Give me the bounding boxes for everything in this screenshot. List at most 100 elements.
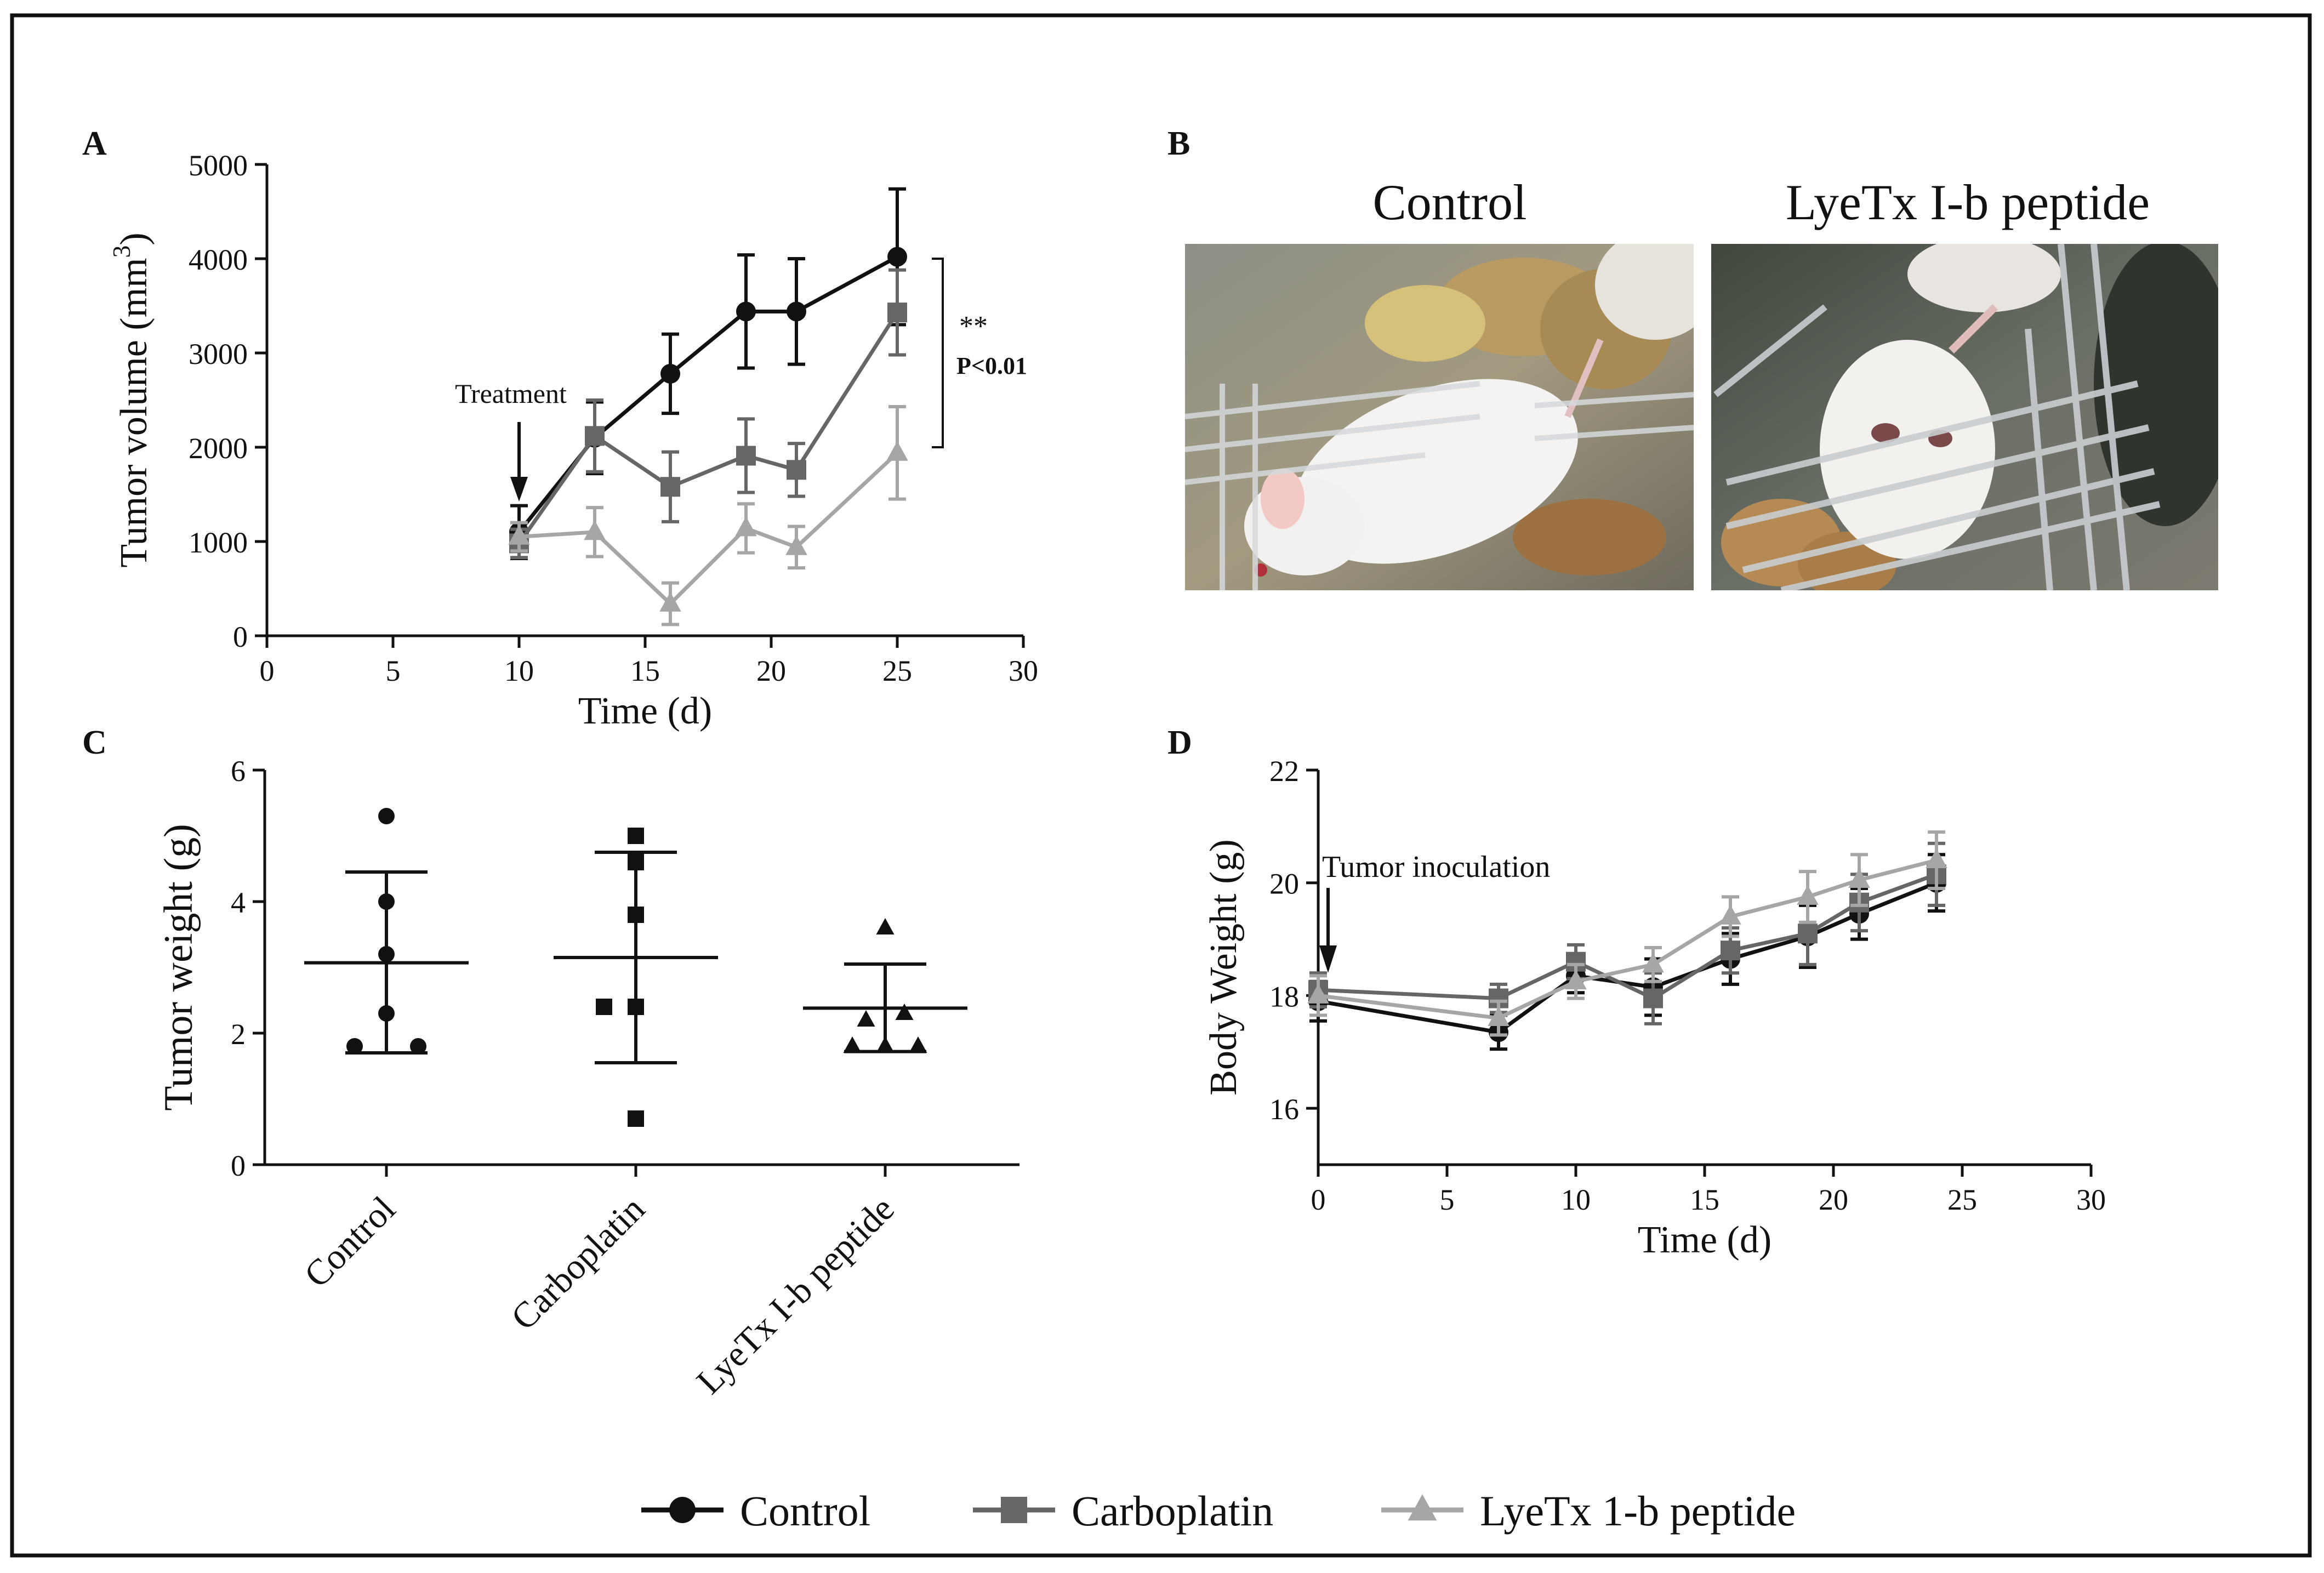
y-tick-label: 4 <box>231 886 246 919</box>
data-point <box>736 301 756 322</box>
panel-label-d: D <box>1167 724 1192 761</box>
data-point <box>876 918 895 934</box>
photo-control-mouse <box>1185 244 1694 590</box>
figure-frame <box>10 13 2312 1558</box>
treatment-annotation: Treatment <box>455 378 567 409</box>
x-tick-label: LyeTx I-b peptide <box>689 1189 902 1402</box>
data-point <box>508 525 530 545</box>
series-line <box>517 255 898 533</box>
panel-label-c: C <box>82 724 107 761</box>
x-tick-label: Carboplatin <box>504 1189 653 1338</box>
photo-lyetx-mouse <box>1711 244 2218 590</box>
data-point <box>736 446 756 466</box>
x-tick-label: 10 <box>504 654 534 687</box>
data-point <box>378 808 395 824</box>
x-tick-label: 30 <box>2076 1183 2106 1216</box>
y-tick-label: 0 <box>231 1149 246 1182</box>
y-axis-title: Tumor volume (mm3) <box>107 232 155 567</box>
data-point <box>1721 941 1740 961</box>
data-point <box>660 363 680 384</box>
y-tick-label: 0 <box>233 620 248 653</box>
x-tick-label: 10 <box>1561 1183 1591 1216</box>
legend-item-carboplatin: Carboplatin <box>973 1487 1273 1535</box>
x-tick-label: 20 <box>756 654 786 687</box>
y-tick-label: 18 <box>1269 980 1299 1013</box>
photo-title-control: Control <box>1372 174 1526 230</box>
inoculation-arrow-head <box>1319 945 1337 973</box>
data-point <box>1719 904 1741 925</box>
series-line <box>1318 881 1938 1034</box>
y-tick-label: 6 <box>231 755 246 788</box>
legend-swatch-marker <box>1408 1494 1437 1521</box>
x-tick-label: 5 <box>386 654 401 687</box>
significance-bracket <box>932 258 944 448</box>
y-tick-label: 2000 <box>189 432 248 465</box>
series-lyetx-1-b-peptide <box>1307 830 1947 1037</box>
series-line <box>1318 872 1938 1001</box>
y-tick-label: 5000 <box>189 149 248 182</box>
y-axis-title: Tumor weight (g) <box>156 824 201 1111</box>
series-control <box>509 187 907 560</box>
panel-label-a: A <box>82 125 107 162</box>
data-point <box>1307 983 1329 1004</box>
data-point <box>876 1036 895 1053</box>
group-lyetx-i-b-peptide <box>803 918 967 1053</box>
data-point <box>628 828 644 844</box>
x-tick-label: 20 <box>1819 1183 1848 1216</box>
x-axis-title: Time (d) <box>578 690 712 732</box>
x-tick-label: 15 <box>630 654 660 687</box>
legend-swatch-marker <box>1001 1497 1027 1523</box>
data-point <box>1797 885 1819 905</box>
tumor-weight-chart: 0 2 4 6 Tumor weight (g) Control Carboplatin Ly… <box>156 755 1019 1402</box>
group-control <box>304 808 469 1055</box>
legend-item-control: Control <box>641 1487 870 1535</box>
figure-legend: Control Carboplatin LyeTx 1-b peptide <box>641 1487 1796 1535</box>
data-point <box>787 301 806 322</box>
series-line <box>1318 858 1937 1021</box>
significance-stars: ** <box>959 311 988 342</box>
data-point <box>628 907 644 923</box>
x-tick-label: 0 <box>260 654 275 687</box>
data-point <box>1643 988 1663 1008</box>
panel-label-b: B <box>1167 125 1190 162</box>
legend-label: Control <box>740 1487 870 1535</box>
significance-pvalue: P<0.01 <box>956 352 1027 379</box>
y-axis-title: Body Weight (g) <box>1203 839 1245 1095</box>
legend-swatch-marker <box>669 1497 696 1523</box>
data-point <box>1926 848 1947 868</box>
data-point <box>1642 953 1664 973</box>
data-point <box>787 460 806 480</box>
data-point <box>596 999 612 1015</box>
data-point <box>628 999 644 1015</box>
y-tick-label: 4000 <box>189 243 248 276</box>
series-lyetx-1-b-peptide <box>508 405 908 626</box>
x-tick-label: 15 <box>1690 1183 1719 1216</box>
tumor-volume-chart: 0 1000 2000 3000 4000 5000 0 5 10 15 20 25 30 Time (d… <box>107 149 1038 732</box>
data-point <box>410 1038 426 1055</box>
data-point <box>886 441 908 461</box>
data-point <box>857 1010 875 1027</box>
data-point <box>1848 868 1870 888</box>
data-point <box>378 893 395 910</box>
treatment-arrow-head <box>510 477 528 501</box>
series-line <box>519 451 899 607</box>
data-point <box>660 477 680 497</box>
x-tick-label: 25 <box>1947 1183 1977 1216</box>
data-point <box>1798 924 1818 944</box>
y-tick-label: 3000 <box>189 338 248 371</box>
y-tick-label: 2 <box>231 1018 246 1051</box>
data-point <box>735 516 757 537</box>
x-axis-title: Time (d) <box>1638 1219 1772 1261</box>
legend-label: Carboplatin <box>1072 1487 1273 1535</box>
data-point <box>378 946 395 962</box>
x-tick-label: Control <box>297 1189 403 1295</box>
data-point <box>887 247 907 267</box>
x-tick-label: 0 <box>1311 1183 1326 1216</box>
data-point <box>585 426 605 446</box>
data-point <box>346 1038 363 1055</box>
legend-label: LyeTx 1-b peptide <box>1480 1487 1796 1535</box>
x-tick-label: 30 <box>1009 654 1038 687</box>
data-point <box>584 520 606 540</box>
group-carboplatin <box>554 828 718 1127</box>
